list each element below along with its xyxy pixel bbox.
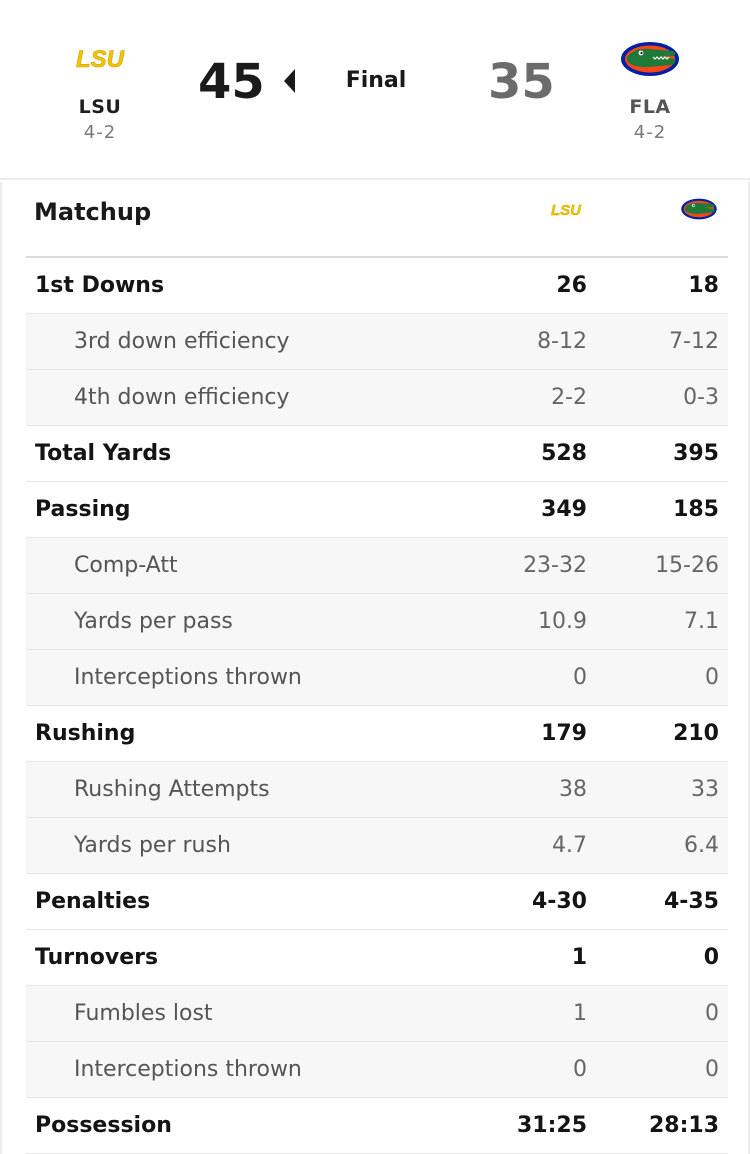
fla-stat-value: 0-3	[683, 385, 719, 410]
stat-label: Total Yards	[35, 441, 172, 466]
lsu-stat-value: 10.9	[538, 609, 587, 634]
stat-label: Comp-Att	[74, 553, 178, 578]
fla-stat-value: 395	[673, 441, 719, 466]
lsu-stat-value: 179	[541, 721, 587, 746]
lsu-stat-value: 26	[556, 273, 587, 298]
stat-label: Rushing Attempts	[74, 777, 270, 802]
lsu-stat-value: 4.7	[552, 833, 587, 858]
stat-label: Passing	[35, 497, 131, 522]
stat-label: Fumbles lost	[74, 1001, 213, 1026]
stat-subrow: Comp-Att 23-32 15-26	[26, 538, 728, 594]
fla-stat-value: 33	[691, 777, 719, 802]
stat-subrow: Rushing Attempts 38 33	[26, 762, 728, 818]
stats-table: 1st Downs 26 18 3rd down efficiency 8-12 7-12…	[26, 258, 728, 1154]
away-team-record: 4-2	[83, 122, 117, 143]
stat-subrow: Yards per pass 10.9 7.1	[26, 594, 728, 650]
fla-stat-value: 4-35	[663, 889, 719, 914]
stat-label: Possession	[35, 1113, 172, 1138]
stat-row: Possession 31:25 28:13	[26, 1098, 728, 1154]
svg-text:LSU: LSU	[76, 47, 125, 71]
stat-label: Rushing	[35, 721, 136, 746]
away-score: 45	[198, 54, 265, 110]
stat-label: 4th down efficiency	[74, 385, 290, 410]
lsu-stat-value: 1	[573, 1001, 587, 1026]
home-team[interactable]: FLA 4-2	[590, 36, 710, 143]
fla-stat-value: 0	[705, 665, 719, 690]
lsu-stat-value: 0	[573, 1057, 587, 1082]
home-team-abbr: FLA	[629, 96, 671, 118]
lsu-stat-value: 528	[541, 441, 587, 466]
matchup-header: Matchup LSU	[26, 182, 728, 258]
stat-label: 1st Downs	[35, 273, 165, 298]
lsu-stat-value: 2-2	[551, 385, 587, 410]
fla-stat-value: 7-12	[669, 329, 719, 354]
lsu-column-logo: LSU	[546, 202, 586, 222]
stat-label: Interceptions thrown	[74, 665, 302, 690]
fla-stat-value: 0	[703, 945, 719, 970]
scoreboard-header: LSU LSU 4-2 45 Final 35 FLA 4-2	[0, 0, 750, 180]
stat-row: Penalties 4-30 4-35	[26, 874, 728, 930]
stat-subrow: Fumbles lost 1 0	[26, 986, 728, 1042]
fla-column-logo	[680, 196, 718, 226]
lsu-stat-value: 4-30	[531, 889, 587, 914]
away-team[interactable]: LSU LSU 4-2	[40, 36, 160, 143]
stat-label: Yards per rush	[74, 833, 231, 858]
matchup-title: Matchup	[34, 198, 152, 226]
winner-arrow-icon	[284, 69, 295, 93]
svg-text:LSU: LSU	[551, 202, 582, 218]
fla-stat-value: 6.4	[684, 833, 719, 858]
stat-row: Total Yards 528 395	[26, 426, 728, 482]
lsu-stat-value: 23-32	[523, 553, 587, 578]
fla-stat-value: 28:13	[648, 1113, 719, 1138]
stat-subrow: 3rd down efficiency 8-12 7-12	[26, 314, 728, 370]
fla-stat-value: 185	[673, 497, 719, 522]
stat-subrow: Interceptions thrown 0 0	[26, 1042, 728, 1098]
fla-stat-value: 18	[688, 273, 719, 298]
fla-stat-value: 0	[705, 1057, 719, 1082]
stat-subrow: Interceptions thrown 0 0	[26, 650, 728, 706]
lsu-stat-value: 38	[559, 777, 587, 802]
fla-stat-value: 15-26	[655, 553, 719, 578]
stat-label: Yards per pass	[74, 609, 233, 634]
lsu-stat-value: 1	[571, 945, 587, 970]
stat-label: Turnovers	[35, 945, 159, 970]
lsu-stat-value: 31:25	[516, 1113, 587, 1138]
fla-stat-value: 210	[673, 721, 719, 746]
lsu-stat-value: 8-12	[537, 329, 587, 354]
fla-stat-value: 7.1	[684, 609, 719, 634]
stat-subrow: Yards per rush 4.7 6.4	[26, 818, 728, 874]
lsu-logo: LSU	[40, 36, 160, 82]
fla-stat-value: 0	[705, 1001, 719, 1026]
stat-row: Rushing 179 210	[26, 706, 728, 762]
lsu-stat-value: 0	[573, 665, 587, 690]
stat-label: Interceptions thrown	[74, 1057, 302, 1082]
matchup-card: Matchup LSU 1st Downs 26 18 3rd down effici…	[0, 182, 750, 1154]
stat-row: Passing 349 185	[26, 482, 728, 538]
stat-subrow: 4th down efficiency 2-2 0-3	[26, 370, 728, 426]
stat-label: Penalties	[35, 889, 151, 914]
gator-logo	[590, 36, 710, 82]
home-team-record: 4-2	[633, 122, 667, 143]
game-status: Final	[345, 68, 407, 93]
lsu-stat-value: 349	[541, 497, 587, 522]
stat-row: Turnovers 1 0	[26, 930, 728, 986]
home-score: 35	[488, 54, 555, 110]
stat-row: 1st Downs 26 18	[26, 258, 728, 314]
away-team-abbr: LSU	[78, 96, 122, 118]
stat-label: 3rd down efficiency	[74, 329, 290, 354]
